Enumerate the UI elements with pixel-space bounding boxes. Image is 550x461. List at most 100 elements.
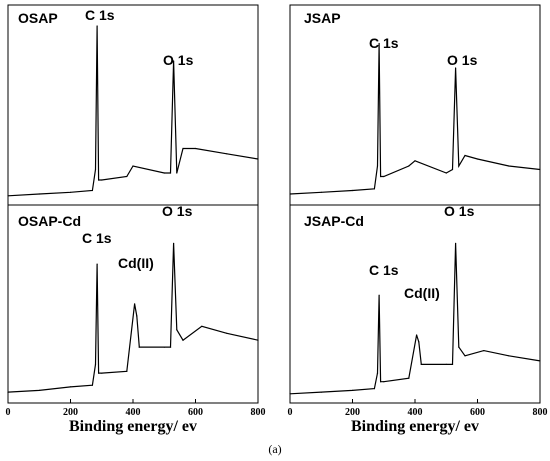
data-point [194,147,197,150]
data-point [38,389,40,391]
spectrum-line [289,43,541,195]
data-point [373,388,375,390]
x-axis-title: Binding energy/ ev [351,418,479,435]
data-point [98,372,100,374]
peak-annotation: C 1s [82,230,112,246]
data-point [126,370,128,372]
panel-label: JSAP [304,10,341,26]
data-point [7,195,9,197]
data-point [383,175,385,178]
data-point [94,363,97,365]
spectrum-line [7,25,259,197]
data-point [136,315,138,317]
data-point [163,172,165,174]
data-point [169,346,172,348]
peak-annotation: Cd(II) [404,285,440,301]
panel-label: OSAP-Cd [18,213,81,229]
x-tick-label: 200 [63,407,78,418]
data-point [408,165,410,167]
data-point [539,168,541,171]
data-point [320,391,322,393]
data-point [414,160,416,162]
data-point [373,188,375,190]
data-point [101,179,103,181]
data-point [408,377,410,379]
data-point [38,193,40,195]
x-tick-label: 600 [188,407,203,418]
peak-annotation: O 1s [163,52,194,68]
peak-annotation: O 1s [444,203,475,219]
figure-caption: (a) [268,442,281,456]
data-point [539,360,541,362]
data-point [226,332,228,334]
data-point [96,25,98,27]
x-tick-label: 0 [288,407,293,418]
data-point [458,346,460,348]
data-point [182,147,184,150]
data-point [173,60,175,62]
x-tick-label: 800 [251,407,266,418]
x-axis-title: Binding energy/ ev [69,418,197,435]
data-point [257,158,259,160]
spectrum-line [289,243,541,395]
data-point [101,372,103,374]
panel-frame [289,204,541,404]
data-point [226,153,228,155]
data-point [94,168,97,171]
data-point [455,242,457,244]
data-point [351,389,354,391]
data-point [445,363,447,365]
data-point [380,175,382,178]
data-point [96,263,98,265]
x-tick-label: 200 [345,407,360,418]
data-point [508,355,510,357]
data-point [169,172,172,174]
data-point [508,165,510,167]
data-point [176,172,178,174]
data-point [320,191,322,193]
data-point [134,303,136,305]
data-point [445,172,447,174]
data-point [380,381,382,383]
data-point [451,168,454,171]
data-point [376,165,379,167]
data-point [483,350,485,352]
data-point [416,334,418,336]
data-point [257,339,259,341]
panel-label: OSAP [18,10,58,26]
data-point [418,341,420,343]
data-point [91,384,93,386]
data-point [201,325,203,327]
x-tick-label: 400 [408,407,423,418]
x-tick-label: 0 [6,407,11,418]
panel-frame [289,4,541,206]
data-point [351,189,354,192]
data-point [69,386,72,388]
panel-frame [7,4,259,206]
peak-annotation: Cd(II) [118,255,154,271]
x-tick-label: 600 [470,407,485,418]
peak-annotation: O 1s [447,52,478,68]
data-point [138,346,140,348]
data-point [476,158,479,160]
data-point [464,154,466,157]
data-point [132,165,134,167]
data-point [378,42,380,45]
panel-frame [7,204,259,404]
data-point [126,175,128,178]
x-tick-label: 800 [533,407,548,418]
peak-annotation: O 1s [162,203,193,219]
data-point [376,372,379,374]
peak-annotation: C 1s [369,262,399,278]
data-point [91,189,93,192]
spectrum-line [7,243,259,393]
data-point [378,294,380,296]
data-point [176,329,178,331]
data-point [289,193,291,195]
panel-label: JSAP-Cd [304,213,364,229]
peak-annotation: C 1s [85,7,115,23]
data-point [289,393,291,395]
data-point [182,339,184,341]
data-point [163,346,165,348]
